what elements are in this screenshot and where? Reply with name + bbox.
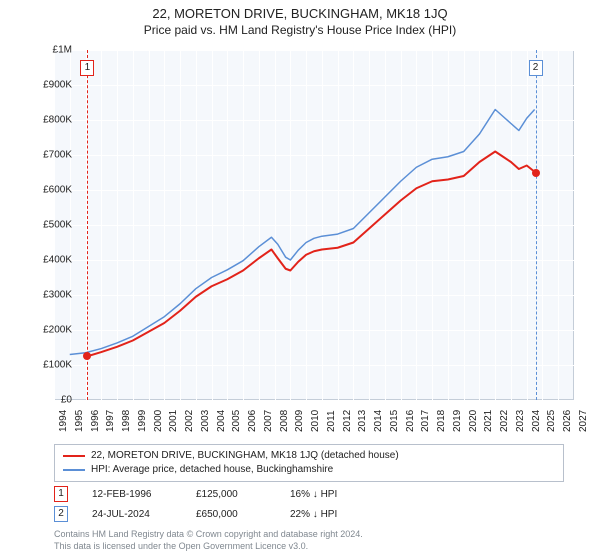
events-table: 1 12-FEB-1996 £125,000 16% ↓ HPI 2 24-JUL-202… (54, 484, 337, 524)
x-tick-label: 2026 (562, 410, 573, 432)
series-hpi (70, 110, 535, 355)
footer-line-1: Contains HM Land Registry data © Crown c… (54, 528, 363, 540)
y-tick-label: £400K (43, 255, 72, 266)
event-date: 12-FEB-1996 (92, 489, 172, 500)
sale-point (83, 352, 91, 360)
y-tick-label: £700K (43, 150, 72, 161)
x-tick-label: 2025 (546, 410, 557, 432)
x-tick-label: 2002 (184, 410, 195, 432)
x-tick-label: 2019 (452, 410, 463, 432)
x-tick-label: 2015 (389, 410, 400, 432)
legend-item: 22, MORETON DRIVE, BUCKINGHAM, MK18 1JQ … (63, 449, 555, 463)
event-vline (87, 50, 88, 400)
x-tick-label: 2000 (153, 410, 164, 432)
event-delta: 22% ↓ HPI (290, 509, 337, 520)
legend-swatch (63, 455, 85, 457)
x-tick-label: 1998 (121, 410, 132, 432)
series-svg (54, 50, 574, 400)
x-tick-label: 1994 (58, 410, 69, 432)
x-tick-label: 2027 (578, 410, 589, 432)
legend-item: HPI: Average price, detached house, Buck… (63, 463, 555, 477)
x-tick-label: 2011 (326, 410, 337, 432)
event-date: 24-JUL-2024 (92, 509, 172, 520)
event-id-box: 1 (54, 486, 68, 502)
y-tick-label: £600K (43, 185, 72, 196)
y-tick-label: £1M (53, 45, 72, 56)
y-tick-label: £200K (43, 325, 72, 336)
chart-subtitle: Price paid vs. HM Land Registry's House … (0, 23, 600, 37)
x-tick-label: 2012 (342, 410, 353, 432)
chart-area: 12 (54, 50, 574, 400)
series-price_paid (87, 152, 535, 357)
x-tick-label: 1999 (137, 410, 148, 432)
sale-point (532, 169, 540, 177)
x-tick-label: 1996 (90, 410, 101, 432)
event-price: £125,000 (196, 489, 266, 500)
x-tick-label: 2023 (515, 410, 526, 432)
legend-label: 22, MORETON DRIVE, BUCKINGHAM, MK18 1JQ … (91, 449, 399, 463)
y-tick-label: £900K (43, 80, 72, 91)
event-row: 2 24-JUL-2024 £650,000 22% ↓ HPI (54, 504, 337, 524)
chart-title: 22, MORETON DRIVE, BUCKINGHAM, MK18 1JQ (0, 6, 600, 21)
x-tick-label: 2010 (310, 410, 321, 432)
y-tick-label: £500K (43, 220, 72, 231)
x-tick-label: 2005 (231, 410, 242, 432)
event-delta: 16% ↓ HPI (290, 489, 337, 500)
x-tick-label: 2006 (247, 410, 258, 432)
event-price: £650,000 (196, 509, 266, 520)
legend: 22, MORETON DRIVE, BUCKINGHAM, MK18 1JQ … (54, 444, 564, 482)
footer: Contains HM Land Registry data © Crown c… (54, 528, 363, 552)
legend-label: HPI: Average price, detached house, Buck… (91, 463, 333, 477)
x-tick-label: 2008 (279, 410, 290, 432)
event-id-box: 2 (54, 506, 68, 522)
x-tick-label: 2009 (294, 410, 305, 432)
event-marker: 1 (80, 60, 94, 76)
x-tick-label: 2024 (531, 410, 542, 432)
x-tick-label: 2016 (405, 410, 416, 432)
x-tick-label: 2014 (373, 410, 384, 432)
event-vline (536, 50, 537, 400)
x-tick-label: 2022 (499, 410, 510, 432)
x-tick-label: 2021 (483, 410, 494, 432)
title-block: 22, MORETON DRIVE, BUCKINGHAM, MK18 1JQ … (0, 0, 600, 37)
x-tick-label: 2013 (357, 410, 368, 432)
y-tick-label: £100K (43, 360, 72, 371)
x-tick-label: 1995 (74, 410, 85, 432)
legend-swatch (63, 469, 85, 471)
x-tick-label: 2001 (168, 410, 179, 432)
x-tick-label: 2017 (420, 410, 431, 432)
footer-line-2: This data is licensed under the Open Gov… (54, 540, 363, 552)
x-tick-label: 2018 (436, 410, 447, 432)
y-tick-label: £0 (61, 395, 72, 406)
chart-container: 22, MORETON DRIVE, BUCKINGHAM, MK18 1JQ … (0, 0, 600, 560)
x-tick-label: 2004 (216, 410, 227, 432)
event-marker: 2 (529, 60, 543, 76)
x-tick-label: 2020 (468, 410, 479, 432)
event-row: 1 12-FEB-1996 £125,000 16% ↓ HPI (54, 484, 337, 504)
y-tick-label: £300K (43, 290, 72, 301)
y-tick-label: £800K (43, 115, 72, 126)
x-tick-label: 2003 (200, 410, 211, 432)
x-tick-label: 1997 (105, 410, 116, 432)
x-tick-label: 2007 (263, 410, 274, 432)
